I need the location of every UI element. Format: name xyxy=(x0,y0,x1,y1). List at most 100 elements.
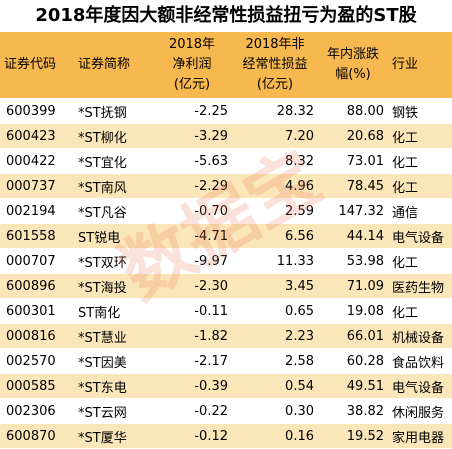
cell-industry: 机械设备 xyxy=(388,323,452,349)
cell-net-profit: -0.39 xyxy=(152,373,232,399)
cell-net-profit: -2.25 xyxy=(152,98,232,124)
cell-change: 38.82 xyxy=(318,398,388,424)
table-row: 000422 *ST宜化 -5.63 8.32 73.01 化工 xyxy=(0,148,452,174)
cell-change: 71.09 xyxy=(318,273,388,299)
cell-name: *ST厦华 xyxy=(74,423,152,449)
cell-change: 88.00 xyxy=(318,98,388,124)
cell-net-profit: -9.97 xyxy=(152,248,232,274)
cell-net-profit: -0.11 xyxy=(152,298,232,324)
cell-net-profit: -3.29 xyxy=(152,123,232,149)
cell-industry: 化工 xyxy=(388,148,452,174)
cell-code: 000737 xyxy=(0,173,74,199)
cell-net-profit: -0.12 xyxy=(152,423,232,449)
cell-non-recurring: 2.58 xyxy=(232,348,318,374)
cell-industry: 家用电器 xyxy=(388,423,452,449)
cell-code: 000707 xyxy=(0,248,74,274)
header-change: 年内涨跌 幅(%) xyxy=(318,32,388,99)
cell-net-profit: -2.17 xyxy=(152,348,232,374)
cell-non-recurring: 2.23 xyxy=(232,323,318,349)
cell-code: 600870 xyxy=(0,423,74,449)
st-stock-table: 证券代码 证券简称 2018年 净利润 (亿元) 2018年非 经常性损益 (亿… xyxy=(0,32,452,449)
table-row: 000585 *ST东电 -0.39 0.54 49.51 电气设备 xyxy=(0,373,452,399)
cell-code: 600423 xyxy=(0,123,74,149)
cell-non-recurring: 0.54 xyxy=(232,373,318,399)
cell-non-recurring: 3.45 xyxy=(232,273,318,299)
cell-change: 73.01 xyxy=(318,148,388,174)
header-row: 证券代码 证券简称 2018年 净利润 (亿元) 2018年非 经常性损益 (亿… xyxy=(0,32,452,99)
cell-code: 002194 xyxy=(0,198,74,224)
cell-code: 002306 xyxy=(0,398,74,424)
cell-change: 147.32 xyxy=(318,198,388,224)
cell-change: 53.98 xyxy=(318,248,388,274)
cell-code: 600301 xyxy=(0,298,74,324)
cell-code: 601558 xyxy=(0,223,74,249)
table-row: 600870 *ST厦华 -0.12 0.16 19.52 家用电器 xyxy=(0,423,452,449)
cell-industry: 电气设备 xyxy=(388,373,452,399)
cell-change: 19.52 xyxy=(318,423,388,449)
header-name: 证券简称 xyxy=(74,32,152,99)
header-code: 证券代码 xyxy=(0,32,74,99)
cell-code: 600399 xyxy=(0,98,74,124)
cell-non-recurring: 4.96 xyxy=(232,173,318,199)
cell-change: 60.28 xyxy=(318,348,388,374)
table-row: 000707 *ST双环 -9.97 11.33 53.98 化工 xyxy=(0,248,452,274)
table-row: 002306 *ST云网 -0.22 0.30 38.82 休闲服务 xyxy=(0,398,452,424)
cell-change: 20.68 xyxy=(318,123,388,149)
cell-net-profit: -4.71 xyxy=(152,223,232,249)
cell-non-recurring: 0.30 xyxy=(232,398,318,424)
table-row: 000816 *ST慧业 -1.82 2.23 66.01 机械设备 xyxy=(0,323,452,349)
cell-net-profit: -0.70 xyxy=(152,198,232,224)
cell-name: *ST凡谷 xyxy=(74,198,152,224)
cell-net-profit: -2.29 xyxy=(152,173,232,199)
cell-name: *ST海投 xyxy=(74,273,152,299)
cell-change: 44.14 xyxy=(318,223,388,249)
cell-name: *ST南风 xyxy=(74,173,152,199)
cell-change: 78.45 xyxy=(318,173,388,199)
cell-industry: 化工 xyxy=(388,248,452,274)
table-row: 002194 *ST凡谷 -0.70 2.59 147.32 通信 xyxy=(0,198,452,224)
cell-non-recurring: 7.20 xyxy=(232,123,318,149)
cell-industry: 电气设备 xyxy=(388,223,452,249)
cell-change: 49.51 xyxy=(318,373,388,399)
cell-name: *ST云网 xyxy=(74,398,152,424)
cell-net-profit: -0.22 xyxy=(152,398,232,424)
cell-net-profit: -1.82 xyxy=(152,323,232,349)
cell-industry: 化工 xyxy=(388,298,452,324)
table-row: 600896 *ST海投 -2.30 3.45 71.09 医药生物 xyxy=(0,273,452,299)
cell-net-profit: -2.30 xyxy=(152,273,232,299)
table-row: 600423 *ST柳化 -3.29 7.20 20.68 化工 xyxy=(0,123,452,149)
table-title: 2018年度因大额非经常性损益扭亏为盈的ST股 xyxy=(0,0,452,32)
cell-code: 600896 xyxy=(0,273,74,299)
cell-non-recurring: 6.56 xyxy=(232,223,318,249)
cell-non-recurring: 28.32 xyxy=(232,98,318,124)
cell-name: *ST东电 xyxy=(74,373,152,399)
cell-industry: 医药生物 xyxy=(388,273,452,299)
cell-non-recurring: 0.65 xyxy=(232,298,318,324)
cell-code: 000422 xyxy=(0,148,74,174)
cell-code: 002570 xyxy=(0,348,74,374)
table-row: 600301 ST南化 -0.11 0.65 19.08 化工 xyxy=(0,298,452,324)
cell-name: ST南化 xyxy=(74,298,152,324)
cell-name: *ST慧业 xyxy=(74,323,152,349)
cell-code: 000816 xyxy=(0,323,74,349)
table-row: 601558 ST锐电 -4.71 6.56 44.14 电气设备 xyxy=(0,223,452,249)
cell-industry: 休闲服务 xyxy=(388,398,452,424)
cell-name: *ST抚钢 xyxy=(74,98,152,124)
cell-change: 19.08 xyxy=(318,298,388,324)
header-non-recurring: 2018年非 经常性损益 (亿元) xyxy=(232,32,318,99)
cell-non-recurring: 2.59 xyxy=(232,198,318,224)
cell-name: *ST柳化 xyxy=(74,123,152,149)
table-row: 600399 *ST抚钢 -2.25 28.32 88.00 钢铁 xyxy=(0,98,452,124)
table-row: 000737 *ST南风 -2.29 4.96 78.45 化工 xyxy=(0,173,452,199)
header-net-profit: 2018年 净利润 (亿元) xyxy=(152,32,232,99)
cell-non-recurring: 11.33 xyxy=(232,248,318,274)
cell-industry: 食品饮料 xyxy=(388,348,452,374)
cell-name: ST锐电 xyxy=(74,223,152,249)
header-industry: 行业 xyxy=(388,32,452,99)
cell-industry: 通信 xyxy=(388,198,452,224)
cell-non-recurring: 0.16 xyxy=(232,423,318,449)
cell-industry: 化工 xyxy=(388,173,452,199)
cell-name: *ST宜化 xyxy=(74,148,152,174)
cell-non-recurring: 8.32 xyxy=(232,148,318,174)
cell-net-profit: -5.63 xyxy=(152,148,232,174)
